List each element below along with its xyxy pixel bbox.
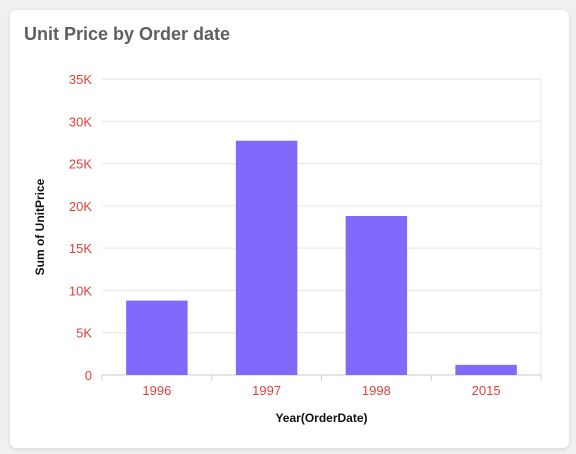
bar-2015[interactable]: [455, 364, 517, 375]
y-tick-labels: 0 5K 10K 15K 20K 25K 30K 35K: [69, 72, 92, 383]
y-tick-label: 5K: [76, 326, 92, 341]
y-tick-label: 0: [85, 368, 92, 383]
chart-title: Unit Price by Order date: [24, 24, 231, 44]
x-tick-label: 1997: [252, 383, 281, 398]
y-tick-label: 20K: [69, 199, 92, 214]
x-tick-labels: 1996 1997 1998 2015: [142, 383, 500, 398]
y-axis-title: Sum of UnitPrice: [33, 178, 47, 275]
x-tick-label: 1996: [142, 383, 171, 398]
x-axis-title: Year(OrderDate): [275, 411, 367, 425]
x-tick-label: 1998: [362, 383, 391, 398]
x-tick-label: 2015: [472, 383, 501, 398]
y-tick-label: 25K: [69, 157, 92, 172]
y-tick-label: 15K: [69, 241, 92, 256]
bar-1996[interactable]: [126, 300, 188, 375]
bar-1998[interactable]: [345, 216, 408, 375]
y-tick-label: 30K: [69, 114, 92, 129]
bars: [126, 140, 517, 375]
y-tick-label: 10K: [69, 283, 92, 298]
bar-1997[interactable]: [235, 140, 298, 375]
y-tick-label: 35K: [69, 72, 92, 87]
